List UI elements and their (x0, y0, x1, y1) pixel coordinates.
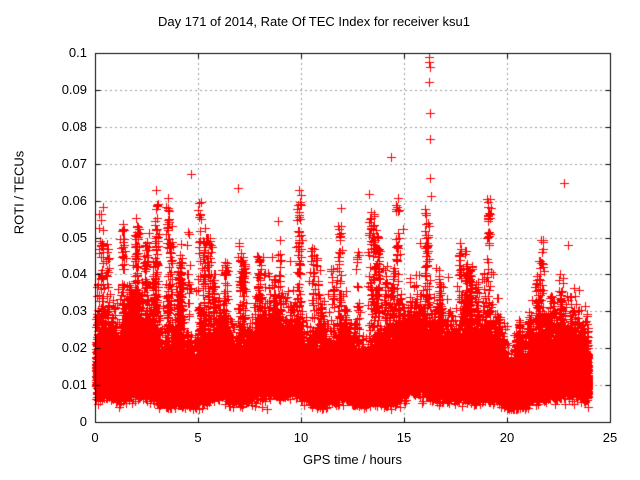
y-tick-label: 0.1 (68, 45, 87, 60)
y-tick-label: 0.04 (61, 266, 87, 282)
y-tick-label: 0.08 (61, 118, 87, 134)
x-tick-label: 10 (293, 430, 309, 445)
x-tick-label: 15 (396, 430, 412, 445)
x-tick-label: 0 (91, 430, 99, 445)
y-tick-label: 0.01 (61, 377, 87, 393)
x-tick-label: 5 (194, 430, 202, 445)
y-axis-label: ROTI / TECUs (11, 150, 27, 235)
x-axis-label: GPS time / hours (303, 452, 402, 467)
y-tick-label: 0.07 (61, 155, 87, 171)
y-tick-label: 0.06 (61, 192, 87, 208)
y-tick-label: 0 (79, 414, 87, 429)
x-tick-label: 25 (602, 430, 618, 445)
y-tick-label: 0.05 (61, 229, 87, 245)
y-tick-label: 0.03 (61, 303, 87, 319)
chart-title: Day 171 of 2014, Rate Of TEC Index for r… (158, 14, 470, 29)
y-tick-label: 0.09 (61, 81, 87, 97)
y-tick-label: 0.02 (61, 340, 87, 356)
x-tick-label: 20 (499, 430, 515, 445)
